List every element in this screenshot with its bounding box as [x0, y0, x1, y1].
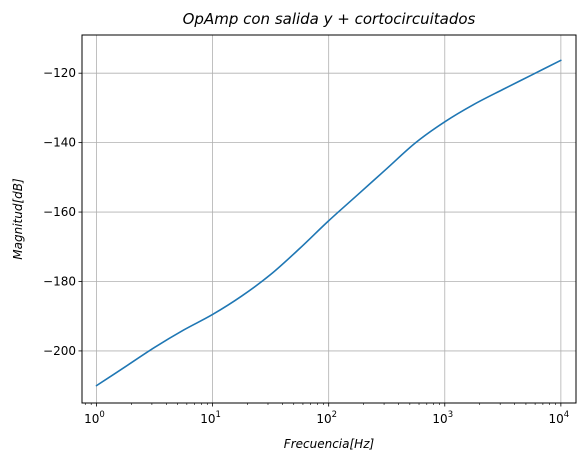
x-tick-label: 103	[432, 410, 453, 426]
x-axis-ticks: 100 101 102 103 104	[84, 403, 569, 426]
y-axis-label: Magnitud[dB]	[11, 178, 25, 260]
y-tick-label: −200	[43, 344, 76, 358]
chart-title: OpAmp con salida y + cortocircuitados	[183, 10, 476, 28]
grid	[82, 35, 576, 403]
y-tick-label: −160	[43, 205, 76, 219]
y-tick-label: −140	[43, 136, 76, 150]
y-tick-label: −120	[43, 66, 76, 80]
x-tick-label: 100	[84, 410, 105, 426]
x-tick-label: 101	[200, 410, 221, 426]
y-axis-ticks: −120 −140 −160 −180 −200	[43, 66, 82, 358]
series-line	[95, 59, 562, 387]
series-layer	[95, 59, 562, 387]
x-tick-label: 104	[549, 410, 570, 426]
x-axis-label: Frecuencia[Hz]	[284, 437, 375, 451]
x-tick-label: 102	[316, 410, 337, 426]
y-tick-label: −180	[43, 274, 76, 288]
